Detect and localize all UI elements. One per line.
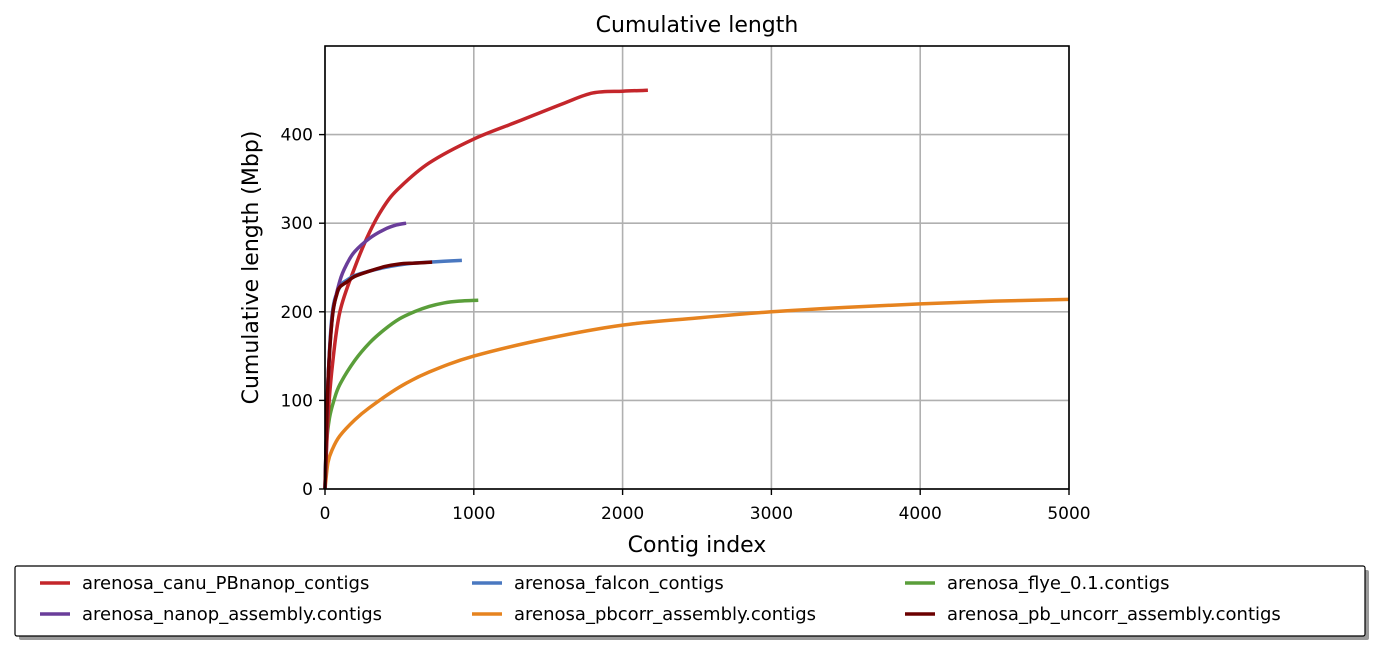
legend-entry-label: arenosa_flye_0.1.contigs	[947, 573, 1170, 594]
y-tick-label: 400	[281, 126, 313, 146]
x-axis-label: Contig index	[628, 533, 767, 558]
x-tick-label: 0	[320, 504, 331, 524]
y-tick-label: 300	[281, 214, 313, 234]
series-line-arenosa-pbcorr-assembly-contigs	[323, 297, 1070, 490]
legend-box	[14, 565, 1366, 637]
series-lines	[323, 88, 1070, 490]
y-axis-label: Cumulative length (Mbp)	[239, 131, 264, 405]
series-line-arenosa-pb-uncorr-assembly-contigs	[323, 260, 433, 490]
chart-title: Cumulative length	[596, 13, 799, 38]
legend: arenosa_canu_PBnanop_contigs arenosa_falc…	[14, 565, 1369, 640]
x-tick-label: 3000	[750, 504, 793, 524]
series-line-arenosa-canu-pbnanop-contigs	[323, 88, 648, 490]
x-tick-label: 4000	[899, 504, 942, 524]
y-tick-label: 200	[281, 303, 313, 323]
legend-entry-label: arenosa_pb_uncorr_assembly.contigs	[947, 604, 1281, 625]
x-tick-label: 2000	[601, 504, 644, 524]
x-axis-ticks: 0 1000 2000 3000 4000 5000	[320, 489, 1091, 524]
x-tick-label: 5000	[1047, 504, 1090, 524]
y-axis-ticks: 0 100 200 300 400	[281, 126, 325, 500]
y-tick-label: 100	[281, 391, 313, 411]
legend-entry-label: arenosa_canu_PBnanop_contigs	[82, 573, 369, 594]
grid	[324, 46, 1070, 490]
legend-entry-label: arenosa_falcon_contigs	[514, 573, 724, 594]
plot-frame	[324, 45, 1070, 490]
legend-entry-label: arenosa_pbcorr_assembly.contigs	[514, 604, 816, 625]
series-line-arenosa-flye-0-1-contigs	[323, 298, 479, 490]
y-tick-label: 0	[302, 480, 313, 500]
legend-entry-label: arenosa_nanop_assembly.contigs	[82, 604, 382, 625]
x-tick-label: 1000	[452, 504, 495, 524]
